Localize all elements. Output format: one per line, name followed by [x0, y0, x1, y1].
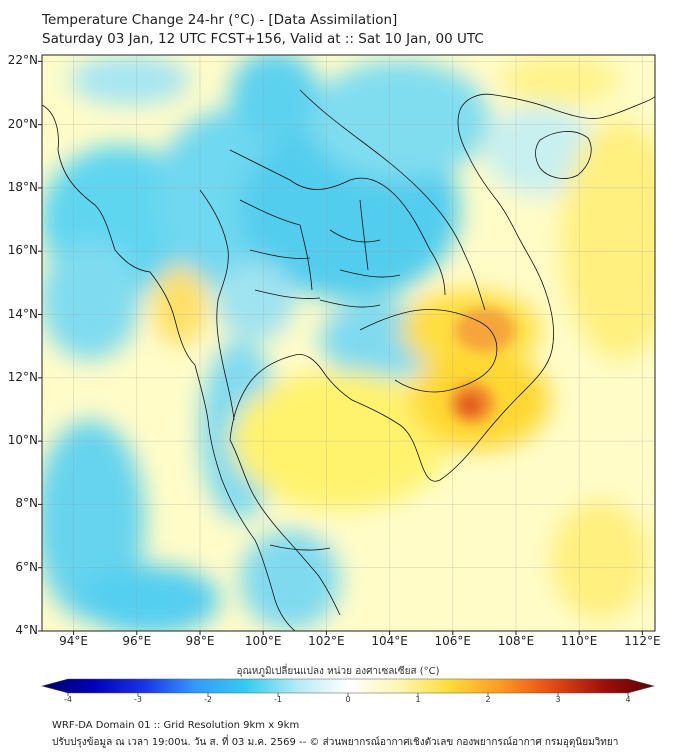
lat-label: 6°N — [15, 559, 38, 574]
lat-label: 22°N — [7, 53, 38, 68]
coastline-vietnam-central — [457, 93, 554, 351]
lat-label: 16°N — [7, 243, 38, 258]
border-provinces-1 — [239, 199, 321, 299]
colorbar-tick-label: -3 — [134, 695, 142, 704]
lon-label: 96°E — [122, 634, 152, 648]
coastline-gulf-thailand — [229, 353, 353, 441]
colorbar — [40, 678, 656, 696]
colorbar-tick-label: 4 — [625, 695, 631, 704]
colorbar-tick-label: -4 — [64, 695, 72, 704]
lat-label: 20°N — [7, 116, 38, 131]
lon-label: 94°E — [59, 634, 89, 648]
footer-update-info: ปรับปรุงข้อมูล ณ เวลา 19:00น. วัน ส. ที่… — [52, 737, 619, 748]
border-provinces-2 — [319, 199, 401, 308]
axis-ticks — [38, 60, 643, 635]
lon-label: 108°E — [497, 634, 535, 648]
lon-label: 112°E — [624, 634, 661, 648]
colorbar-tick-marks — [67, 693, 629, 696]
temperature-field — [42, 55, 655, 631]
coastline-myanmar-west — [42, 104, 196, 366]
lon-label: 100°E — [244, 634, 282, 648]
colorbar-tick-label: 1 — [415, 695, 421, 704]
lat-label: 4°N — [15, 623, 38, 637]
coastlines-borders — [42, 89, 655, 631]
colorbar-tick-label: 3 — [555, 695, 561, 704]
border-laos-vietnam — [299, 89, 486, 311]
map-subtitle: Saturday 03 Jan, 12 UTC FCST+156, Valid … — [42, 31, 484, 47]
graticule — [42, 55, 655, 631]
coastline-peninsula-east — [229, 439, 341, 616]
lon-label: 110°E — [560, 634, 598, 648]
colorbar-tick-label: -2 — [204, 695, 212, 704]
lon-label: 98°E — [185, 634, 215, 648]
colorbar-tick-label: 2 — [485, 695, 491, 704]
colorbar-tick-label: -1 — [274, 695, 282, 704]
lat-label: 10°N — [7, 433, 38, 448]
colorbar-tick-label: 0 — [345, 695, 351, 704]
map-title: Temperature Change 24-hr (°C) - [Data As… — [42, 12, 398, 28]
lat-label: 12°N — [7, 369, 38, 384]
colorbar-gradient — [40, 678, 656, 694]
footer-model-info: WRF-DA Domain 01 :: Grid Resolution 9km … — [52, 720, 300, 731]
lon-label: 106°E — [434, 634, 472, 648]
border-cambodia — [359, 309, 498, 393]
coastline-cambodia-vietnam — [351, 349, 553, 482]
lat-label: 18°N — [7, 179, 38, 194]
field-blobs — [42, 55, 655, 631]
hainan-island — [535, 131, 592, 179]
colorbar-title: อุณหภูมิเปลี่ยนแปลง หน่วย องศาเซลเซียส (… — [236, 666, 440, 677]
border-myanmar-thailand — [199, 189, 235, 421]
lon-label: 102°E — [308, 634, 345, 648]
coastline-peninsula-west — [194, 364, 296, 631]
border-malaysia — [269, 544, 331, 551]
border-thailand-laos — [229, 149, 446, 296]
map-frame — [41, 54, 656, 632]
lat-label: 14°N — [7, 306, 38, 321]
lat-label: 8°N — [15, 496, 38, 511]
field-hotspots — [450, 308, 515, 423]
lon-label: 104°E — [371, 634, 408, 648]
coastline-china-south — [494, 94, 655, 119]
